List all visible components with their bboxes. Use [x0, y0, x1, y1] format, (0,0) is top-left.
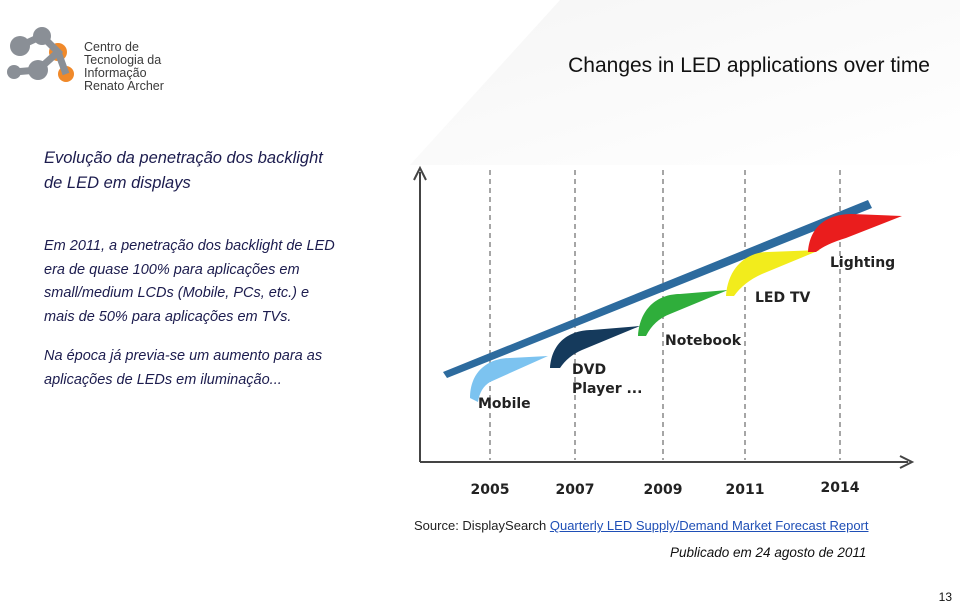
heading-line: de LED em displays: [44, 174, 191, 192]
diagram-label: LED TV: [755, 290, 811, 306]
year-label: 2014: [821, 480, 860, 496]
heading-line: Evolução da penetração dos backlight: [44, 149, 323, 167]
logo-icon: [7, 27, 74, 82]
text-line: mais de 50% para aplicações em TVs.: [44, 308, 292, 325]
text-line: Em 2011, a penetração dos backlight de L…: [44, 238, 335, 254]
heading: Evolução da penetração dos backlight de …: [44, 146, 323, 196]
segment-notebook: [638, 290, 728, 336]
paragraph: Na época já previa-se um aumento para as…: [44, 345, 322, 392]
diagram-label: Notebook: [665, 333, 742, 349]
trend-band: [443, 200, 872, 378]
page-number: 13: [938, 590, 952, 604]
segment-mobile: [470, 356, 548, 402]
paragraph: Em 2011, a penetração dos backlight de L…: [44, 235, 335, 329]
diagram: Mobile DVD Player ... Notebook LED TV Li…: [413, 165, 915, 498]
segment-led-tv: [726, 250, 820, 296]
diagram-label: DVD: [572, 362, 606, 378]
source-link[interactable]: Quarterly LED Supply/Demand Market Forec…: [549, 518, 869, 533]
year-label: 2011: [726, 482, 765, 498]
logo-line: Tecnologia da: [84, 53, 162, 67]
source-prefix: Source: DisplaySearch: [414, 518, 547, 533]
background-pattern: [410, 0, 960, 165]
year-label: 2007: [556, 482, 595, 498]
diagram-label: Lighting: [830, 255, 895, 271]
year-label: 2009: [644, 482, 683, 498]
segment-lighting: [808, 214, 902, 252]
published-date: Publicado em 24 agosto de 2011: [670, 545, 867, 560]
diagram-label: Mobile: [478, 396, 531, 412]
logo-text: Centro de Tecnologia da Informação Renat…: [84, 41, 164, 93]
diagram-label: Player ...: [572, 381, 642, 397]
text-line: aplicações de LEDs em iluminação...: [44, 371, 282, 388]
source: Source: DisplaySearch Quarterly LED Supp…: [414, 518, 869, 533]
text-line: era de quase 100% para aplicações em: [44, 261, 300, 278]
logo-line: Informação: [84, 66, 147, 80]
text-line: small/medium LCDs (Mobile, PCs, etc.) e: [44, 285, 310, 301]
segment-dvd: [550, 326, 640, 368]
logo-line: Renato Archer: [84, 79, 164, 93]
year-label: 2005: [471, 482, 510, 498]
logo-line: Centro de: [84, 40, 139, 54]
slide-title: Changes in LED applications over time: [568, 54, 930, 77]
text-line: Na época já previa-se um aumento para as: [44, 348, 323, 364]
